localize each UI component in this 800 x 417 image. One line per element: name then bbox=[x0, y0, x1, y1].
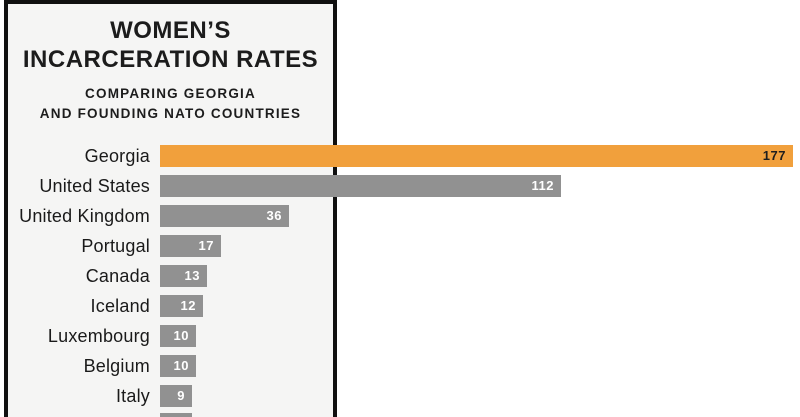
chart-row: Portugal 17 bbox=[0, 235, 800, 257]
bar: 9 bbox=[160, 385, 192, 407]
chart-subtitle-line1: COMPARING GEORGIA bbox=[85, 86, 256, 101]
bar-value-label: 9 bbox=[177, 388, 185, 403]
category-label: Canada bbox=[85, 266, 150, 286]
category-label: Iceland bbox=[90, 296, 150, 316]
bar: 112 bbox=[160, 175, 561, 197]
chart-row: Luxembourg 10 bbox=[0, 325, 800, 347]
chart-title-line1: WOMEN’S bbox=[110, 17, 231, 44]
bar: 13 bbox=[160, 265, 207, 287]
chart-title: WOMEN’S INCARCERATION RATES bbox=[8, 16, 333, 74]
chart-row: Iceland 12 bbox=[0, 295, 800, 317]
category-label: Georgia bbox=[84, 146, 150, 166]
chart-row: Italy 9 bbox=[0, 385, 800, 407]
chart-subtitle-line2: AND FOUNDING NATO COUNTRIES bbox=[39, 106, 302, 121]
category-label: Belgium bbox=[83, 356, 150, 376]
bar-highlight: 177 bbox=[160, 145, 793, 167]
bar-value-label: 17 bbox=[198, 238, 214, 253]
bar-value-label: 36 bbox=[266, 208, 282, 223]
bar: 36 bbox=[160, 205, 289, 227]
bar-value-label: 112 bbox=[531, 178, 554, 193]
chart-row: United Kingdom 36 bbox=[0, 205, 800, 227]
bar-partial bbox=[160, 413, 192, 417]
chart-row: Canada 13 bbox=[0, 265, 800, 287]
chart-row: United States 112 bbox=[0, 175, 800, 197]
chart-subtitle: COMPARING GEORGIA AND FOUNDING NATO COUN… bbox=[8, 84, 333, 124]
bar-value-label: 10 bbox=[173, 328, 189, 343]
chart-row: Georgia 177 bbox=[0, 145, 800, 167]
category-label: Italy bbox=[115, 386, 150, 406]
category-label: Portugal bbox=[81, 236, 150, 256]
bar: 10 bbox=[160, 355, 196, 377]
bar: 10 bbox=[160, 325, 196, 347]
chart-title-line2: INCARCERATION RATES bbox=[22, 46, 319, 73]
chart-row: Belgium 10 bbox=[0, 355, 800, 377]
chart-row-partial bbox=[0, 413, 800, 417]
category-label: Luxembourg bbox=[47, 326, 150, 346]
bar: 12 bbox=[160, 295, 203, 317]
category-label: United Kingdom bbox=[19, 206, 150, 226]
bar-value-label: 13 bbox=[184, 268, 200, 283]
bar: 17 bbox=[160, 235, 221, 257]
bar-value-label: 177 bbox=[762, 148, 786, 163]
bar-value-label: 10 bbox=[173, 358, 189, 373]
bar-value-label: 12 bbox=[180, 298, 196, 313]
category-label: United States bbox=[39, 176, 150, 196]
